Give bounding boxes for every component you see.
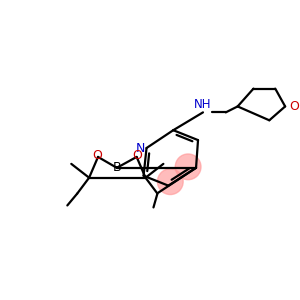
Text: O: O [92,149,102,162]
Text: N: N [136,142,145,154]
Text: O: O [133,149,142,162]
Circle shape [175,154,201,180]
Text: NH: NH [194,98,212,111]
Text: O: O [289,100,299,113]
Text: B: B [112,161,121,174]
Circle shape [158,169,183,195]
